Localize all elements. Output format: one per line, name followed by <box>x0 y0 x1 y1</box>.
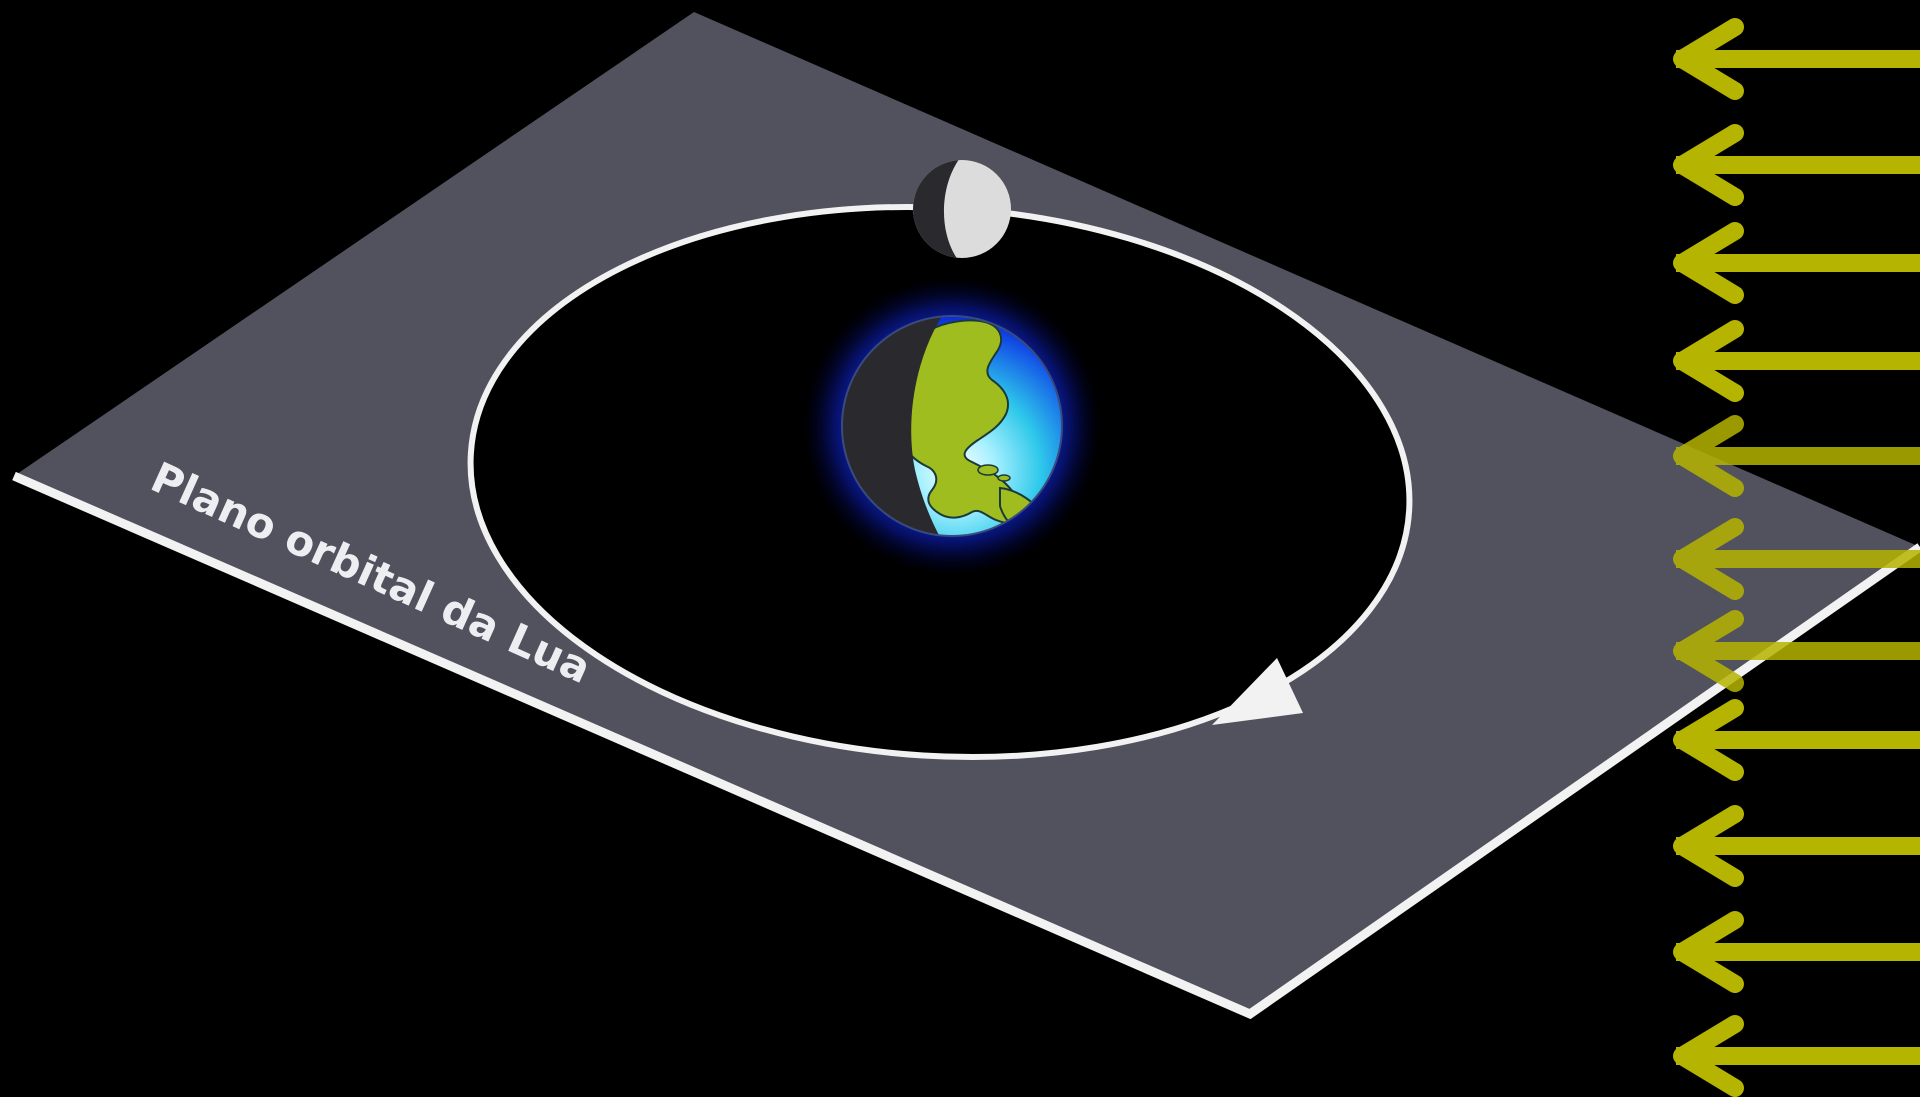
earth-island <box>997 474 1011 482</box>
sunlight-arrow <box>1673 320 1920 402</box>
sunlight-arrow <box>1673 610 1920 692</box>
sunlight-arrow <box>1673 222 1920 304</box>
sunlight-arrow <box>1673 518 1920 600</box>
sunlight-arrow <box>1673 415 1920 497</box>
sunlight-arrow <box>1673 124 1920 206</box>
sunlight-arrow <box>1673 911 1920 993</box>
sunlight-arrow <box>1673 1015 1920 1097</box>
sunlight-arrows <box>1673 18 1920 1097</box>
earth-island <box>977 464 999 476</box>
orbital-plane-front-edge <box>12 471 1920 1020</box>
sunlight-arrow <box>1673 805 1920 887</box>
orbit-direction-arrow <box>1212 658 1303 725</box>
earth-night-side <box>842 316 942 536</box>
sunlight-arrow <box>1673 699 1920 781</box>
sunlight-arrow <box>1673 18 1920 100</box>
